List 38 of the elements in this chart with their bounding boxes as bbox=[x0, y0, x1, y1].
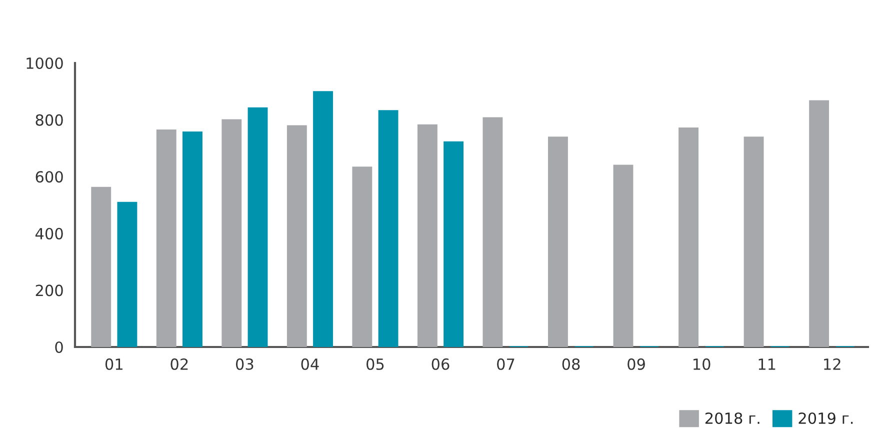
bar bbox=[91, 186, 112, 347]
bar bbox=[222, 119, 242, 347]
legend-label: 2018 г. bbox=[705, 412, 760, 424]
bar bbox=[444, 141, 464, 347]
bar bbox=[248, 107, 268, 347]
bar bbox=[744, 136, 764, 347]
x-tick-label: 11 bbox=[758, 358, 776, 370]
y-tick-label: 200 bbox=[36, 284, 63, 296]
bar bbox=[378, 110, 398, 347]
x-tick-label: 01 bbox=[105, 358, 122, 370]
x-tick-label: 03 bbox=[236, 358, 254, 370]
bar bbox=[809, 100, 830, 347]
bar bbox=[482, 117, 503, 347]
bar bbox=[417, 124, 438, 347]
x-tick-label: 02 bbox=[170, 358, 188, 370]
bar bbox=[286, 125, 307, 347]
bar bbox=[613, 164, 634, 347]
x-tick-label: 06 bbox=[432, 358, 450, 370]
x-tick-label: 12 bbox=[824, 358, 840, 370]
x-tick-label: 09 bbox=[628, 358, 645, 370]
x-tick-label: 04 bbox=[301, 358, 319, 370]
bar bbox=[352, 166, 372, 347]
x-tick-label: 07 bbox=[497, 358, 514, 370]
bar bbox=[313, 91, 333, 347]
bar bbox=[182, 131, 202, 347]
x-tick-label: 05 bbox=[366, 358, 384, 370]
legend-label: 2019 г. bbox=[798, 412, 853, 424]
y-tick-label: 800 bbox=[36, 114, 63, 126]
y-tick-label: 1000 bbox=[26, 57, 63, 70]
x-tick-label: 10 bbox=[694, 358, 710, 370]
y-tick-label: 600 bbox=[36, 171, 63, 183]
bar bbox=[117, 202, 138, 347]
y-tick-label: 400 bbox=[35, 228, 63, 240]
bar bbox=[548, 136, 568, 347]
bar bbox=[678, 127, 698, 347]
x-tick-label: 08 bbox=[562, 358, 580, 370]
y-tick-label: 0 bbox=[55, 341, 63, 354]
bar bbox=[156, 129, 176, 347]
